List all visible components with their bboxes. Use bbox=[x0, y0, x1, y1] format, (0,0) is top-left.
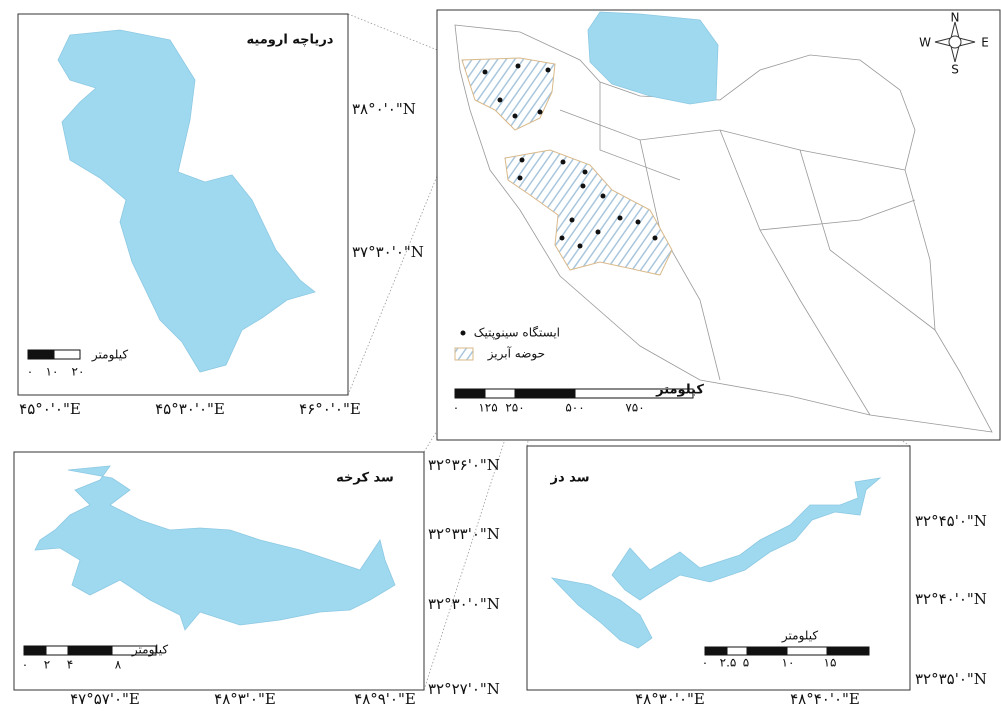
scale-segment bbox=[484, 388, 516, 399]
lon-label: ۴۵°۰'۰"E bbox=[19, 400, 81, 418]
karkheh-reservoir bbox=[34, 465, 396, 631]
scale-segment bbox=[746, 646, 788, 656]
compass bbox=[934, 21, 976, 63]
lat-label: ۳۲°۴۵'۰"N bbox=[915, 512, 987, 530]
scale-segment bbox=[514, 388, 576, 399]
legend-label: ایستگاه سینوپتیک bbox=[474, 326, 560, 341]
lon-label: ۴۷°۵۷'۰"E bbox=[70, 690, 140, 708]
basin-south bbox=[504, 149, 673, 276]
scale-label: ۲.۵ bbox=[720, 656, 737, 670]
scale-label: ۱۰ bbox=[46, 365, 59, 379]
scale-label: ۱۲۵ bbox=[478, 401, 497, 415]
caspian-sea bbox=[587, 11, 719, 105]
panel-title: سد کرخه bbox=[336, 471, 394, 486]
lon-label: ۴۸°۴۰'۰"E bbox=[790, 690, 860, 708]
compass-label: N bbox=[951, 11, 960, 25]
scale-unit: کیلومتر bbox=[131, 643, 168, 658]
dez-reservoir bbox=[550, 477, 882, 649]
lon-label: ۴۸°۹'۰"E bbox=[354, 690, 416, 708]
scale-label: ۰ bbox=[27, 365, 33, 379]
scale-label: ۰ bbox=[453, 401, 459, 415]
scale-unit: کیلومتر bbox=[91, 348, 128, 363]
scale-segment bbox=[454, 388, 486, 399]
scale-segment bbox=[67, 645, 113, 656]
scale-unit: کیلومتر bbox=[781, 629, 818, 644]
lat-label: ۳۲°۳۶'۰"N bbox=[428, 456, 500, 474]
lat-label: ۳۲°۳۵'۰"N bbox=[915, 670, 987, 688]
scale-segment bbox=[704, 646, 728, 656]
scale-segment bbox=[574, 388, 694, 399]
scale-segment bbox=[726, 646, 748, 656]
compass-label: W bbox=[919, 36, 931, 50]
lon-label: ۴۵°۳۰'۰"E bbox=[155, 400, 225, 418]
lat-label: ۳۲°۴۰'۰"N bbox=[915, 590, 987, 608]
scale-unit: کیلومتر bbox=[655, 383, 704, 398]
scale-label: ۴ bbox=[67, 658, 73, 672]
scale-segment bbox=[23, 645, 47, 656]
scale-label: ۸ bbox=[115, 658, 122, 672]
lat-label: ۳۸°۰'۰"N bbox=[352, 100, 416, 118]
scale-segment bbox=[826, 646, 870, 656]
scale-label: ۲۵۰ bbox=[505, 401, 524, 415]
basin-borders bbox=[559, 82, 936, 416]
scale-label: ۱۰ bbox=[782, 656, 795, 670]
scale-segment bbox=[45, 645, 69, 656]
scale-label: ۰ bbox=[22, 658, 28, 672]
scale-label: ۷۵۰ bbox=[625, 401, 644, 415]
lon-label: ۴۸°۳۰'۰"E bbox=[635, 690, 705, 708]
scale-label: ۵۰۰ bbox=[565, 401, 584, 415]
scale-segment bbox=[111, 645, 157, 656]
scale-label: ۰ bbox=[702, 656, 708, 670]
scale-label: ۱۵ bbox=[824, 656, 837, 670]
legend-label: حوضه آبریز bbox=[487, 346, 545, 362]
panel-title: سد دز bbox=[550, 471, 590, 486]
scale-label: ۲۰ bbox=[72, 365, 85, 379]
scale-segment bbox=[53, 349, 81, 360]
lat-label: ۳۲°۳۰'۰"N bbox=[428, 595, 500, 613]
compass-label: E bbox=[981, 36, 989, 50]
scale-segment bbox=[27, 349, 55, 360]
scale-label: ۵ bbox=[743, 656, 749, 670]
lon-label: ۴۶°۰'۰"E bbox=[299, 400, 361, 418]
legend bbox=[454, 330, 474, 361]
station-dots bbox=[482, 63, 658, 249]
lake-urmia bbox=[57, 29, 316, 373]
lon-label: ۴۸°۳'۰"E bbox=[214, 690, 276, 708]
lat-label: ۳۷°۳۰'۰"N bbox=[352, 243, 424, 261]
panel-title: دریاچه ارومیه bbox=[247, 33, 334, 48]
scale-segment bbox=[786, 646, 828, 656]
lat-label: ۳۲°۳۳'۰"N bbox=[428, 525, 500, 543]
compass-label: S bbox=[951, 63, 959, 77]
lat-label: ۳۲°۲۷'۰"N bbox=[428, 680, 500, 698]
basin-north bbox=[461, 57, 556, 131]
scale-label: ۲ bbox=[44, 658, 50, 672]
